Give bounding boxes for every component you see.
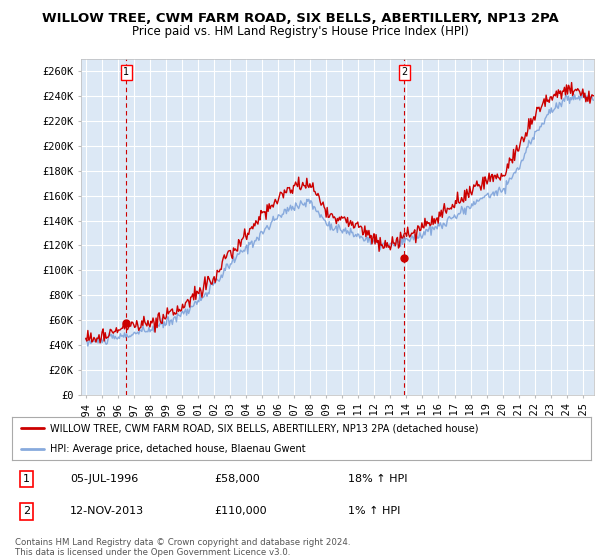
Text: WILLOW TREE, CWM FARM ROAD, SIX BELLS, ABERTILLERY, NP13 2PA: WILLOW TREE, CWM FARM ROAD, SIX BELLS, A… bbox=[41, 12, 559, 25]
Text: Price paid vs. HM Land Registry's House Price Index (HPI): Price paid vs. HM Land Registry's House … bbox=[131, 25, 469, 38]
Text: 18% ↑ HPI: 18% ↑ HPI bbox=[348, 474, 407, 484]
Text: 12-NOV-2013: 12-NOV-2013 bbox=[70, 506, 144, 516]
Text: Contains HM Land Registry data © Crown copyright and database right 2024.
This d: Contains HM Land Registry data © Crown c… bbox=[15, 538, 350, 557]
Text: WILLOW TREE, CWM FARM ROAD, SIX BELLS, ABERTILLERY, NP13 2PA (detached house): WILLOW TREE, CWM FARM ROAD, SIX BELLS, A… bbox=[50, 423, 478, 433]
Text: £110,000: £110,000 bbox=[215, 506, 267, 516]
Text: HPI: Average price, detached house, Blaenau Gwent: HPI: Average price, detached house, Blae… bbox=[50, 445, 305, 454]
Text: £58,000: £58,000 bbox=[215, 474, 260, 484]
Text: 1: 1 bbox=[23, 474, 30, 484]
Text: 1: 1 bbox=[123, 67, 129, 77]
Text: 1% ↑ HPI: 1% ↑ HPI bbox=[348, 506, 400, 516]
Text: 2: 2 bbox=[23, 506, 30, 516]
Text: 2: 2 bbox=[401, 67, 407, 77]
Text: 05-JUL-1996: 05-JUL-1996 bbox=[70, 474, 138, 484]
